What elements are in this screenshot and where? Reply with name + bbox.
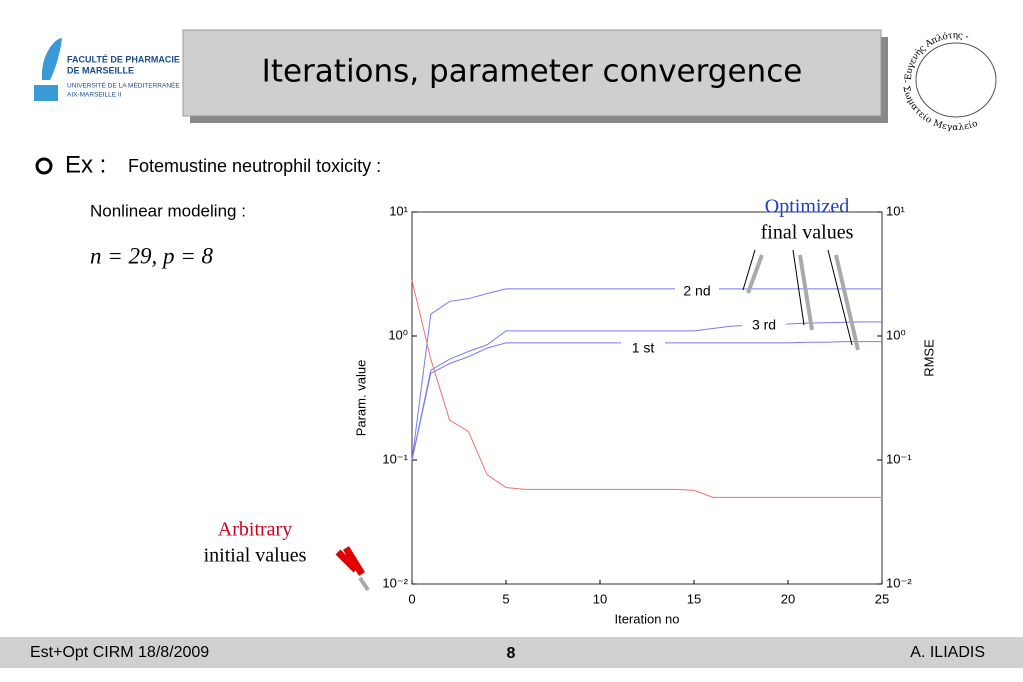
logo-text: FACULTÉ DE PHARMACIE [67,54,180,64]
arrow [834,254,860,351]
emblem-text: Ευγενής Απλότης - [903,30,969,80]
y2-tick-label: 10⁻² [886,575,912,590]
y-axis-label: Param. value [353,360,368,437]
x-tick-label: 15 [687,591,701,606]
emblem [915,42,997,118]
subtitle: Nonlinear modeling : [90,201,246,220]
arrow [335,546,365,576]
y-tick-label: 10¹ [389,203,408,218]
bullet-text: Fotemustine neutrophil toxicity : [128,156,381,176]
chart: 0 5 10 15 20 2510⁻²10⁻¹10⁰10¹10⁻²10⁻¹10⁰10¹It… [204,196,937,627]
logo-text: AIX-MARSEILLE II [67,92,122,99]
emblem-bottom: - Σωματείο Μεγαλείο [900,80,979,133]
x-tick-label: 5 [502,591,509,606]
y-tick-label: 10⁻¹ [382,451,408,466]
logo-leaf [41,38,62,80]
label-bg [675,283,719,301]
title-box [182,29,882,117]
series-line [411,341,882,461]
arrow [358,576,370,592]
plot-frame [411,211,883,585]
logo-text: DE MARSEILLE [67,65,134,75]
bullet [35,157,53,175]
arrow [798,254,814,331]
x-tick-label: 20 [781,591,795,606]
arrow [792,249,805,326]
x-axis-label: Iteration no [614,611,679,626]
label-bg [742,317,786,335]
footer-right: A. ILIADIS [910,644,985,661]
x-tick-label: 0 [408,591,415,606]
footer-left: Est+Opt CIRM 18/8/2009 [30,644,209,661]
page-number: 8 [507,645,516,662]
emblem-text: - Σωματείο Μεγαλείο [900,80,979,133]
arrow [746,254,764,294]
annotation: Optimized [765,196,849,218]
annotation: final values [761,222,854,244]
slide-title: Iterations, parameter convergence [262,54,803,90]
y2-axis-label: RMSE [921,339,936,377]
arrow [827,249,853,346]
y2-tick-label: 10⁻¹ [886,451,912,466]
arrow [742,249,756,291]
footer-bar [0,637,1023,668]
bullet-lead: Ex : [65,151,106,178]
arrows [335,249,860,592]
line-label: 2 nd [683,283,710,299]
series-line [411,280,882,498]
x-tick-label: 10 [593,591,607,606]
equation: n = 29, p = 8 [90,243,214,268]
emblem-top: Ευγενής Απλότης - [903,30,969,80]
x-tick-label: 25 [875,591,889,606]
line-label: 1 st [632,340,655,356]
label-bg [621,340,665,358]
logo-base [34,85,58,101]
annotation: Arbitrary [218,519,292,541]
annotation: initial values [204,545,307,567]
line-label: 3 rd [752,317,776,333]
logo-text: UNIVERSITÉ DE LA MÉDITERRANÉE [67,81,180,90]
y-tick-label: 10⁻² [382,575,408,590]
y2-tick-label: 10¹ [886,203,905,218]
y2-tick-label: 10⁰ [886,327,906,342]
y-tick-label: 10⁰ [388,327,408,342]
